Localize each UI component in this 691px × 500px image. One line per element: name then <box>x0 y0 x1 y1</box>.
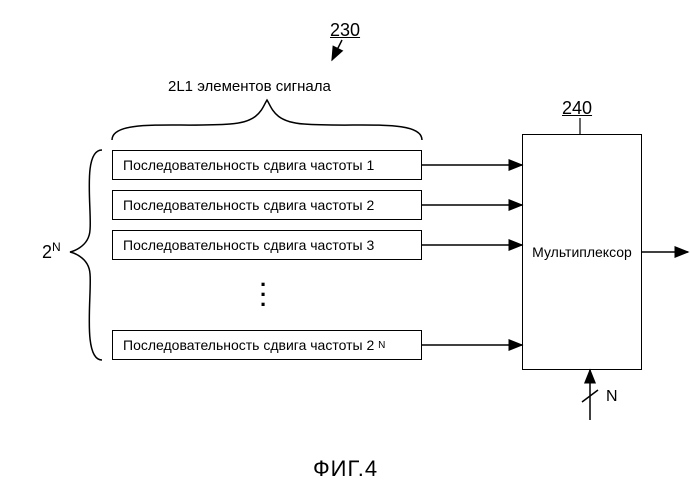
seq-label-3: Последовательность сдвига частоты 3 <box>123 237 374 253</box>
seq-label-2: Последовательность сдвига частоты 2 <box>123 197 374 213</box>
brace-top-label: 2L1 элементов сигнала <box>168 78 331 95</box>
seq-box-1: Последовательность сдвига частоты 1 <box>112 150 422 180</box>
diagram-canvas: 230 2L1 элементов сигнала 2N Последовате… <box>0 0 691 500</box>
brace-left-sup: N <box>52 240 61 254</box>
figure-caption: ФИГ.4 <box>0 456 691 482</box>
brace-left-label: 2N <box>42 240 61 263</box>
ref-230-arrow <box>332 40 342 60</box>
seq-box-3: Последовательность сдвига частоты 3 <box>112 230 422 260</box>
seq-box-n: Последовательность сдвига частоты 2 N <box>112 330 422 360</box>
mux-box: Мультиплексор <box>522 134 642 370</box>
seq-label-1: Последовательность сдвига частоты 1 <box>123 157 374 173</box>
brace-top-icon <box>112 100 422 140</box>
mux-label: Мультиплексор <box>532 244 632 260</box>
seq-box-2: Последовательность сдвига частоты 2 <box>112 190 422 220</box>
vdots-icon: ··· <box>260 280 267 310</box>
seq-label-n-prefix: Последовательность сдвига частоты 2 <box>123 337 374 353</box>
input-n-label: N <box>606 388 618 406</box>
ref-label-230: 230 <box>330 20 360 41</box>
brace-left-icon <box>70 150 102 360</box>
slash-n-icon <box>582 390 598 402</box>
ref-label-240: 240 <box>562 98 592 119</box>
seq-label-n-sup: N <box>378 340 385 351</box>
brace-left-base: 2 <box>42 242 52 262</box>
